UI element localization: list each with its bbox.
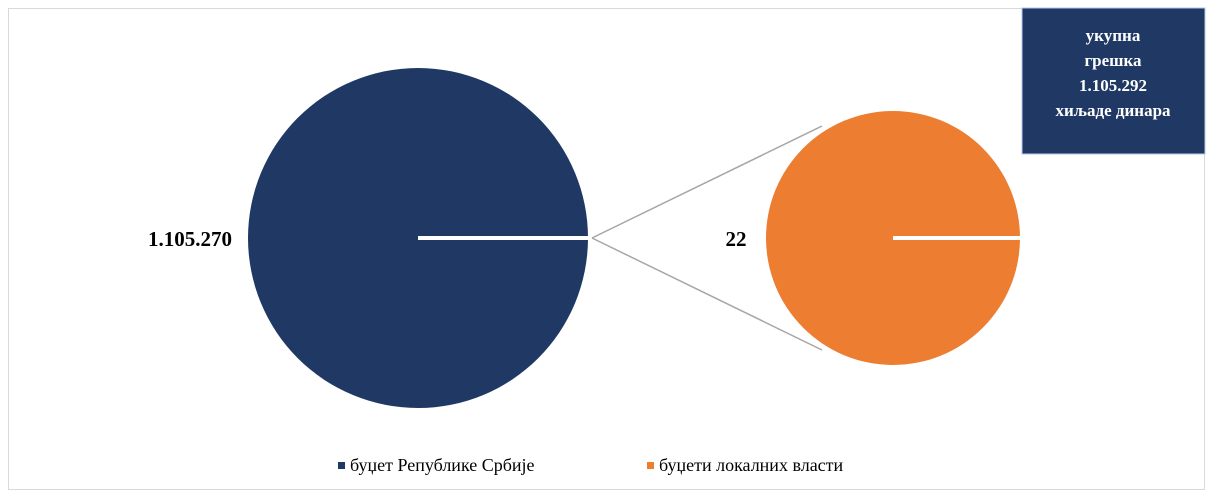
- annotation-text: 1.105.292: [1079, 76, 1147, 95]
- connector-line: [591, 237, 823, 351]
- annotation-text: хиљаде динара: [1055, 101, 1171, 120]
- legend-swatch: [338, 462, 345, 469]
- annotation-text: грешка: [1084, 51, 1142, 70]
- data-label: 1.105.270: [148, 227, 232, 251]
- legend-label: буџети локалних власти: [659, 455, 844, 475]
- annotation-box: [1021, 7, 1206, 155]
- legend-label: буџет Републике Србије: [350, 455, 535, 475]
- data-label: 22: [726, 227, 747, 251]
- annotation-text: укупна: [1086, 26, 1141, 45]
- legend-swatch: [647, 462, 654, 469]
- connector-line: [591, 125, 823, 239]
